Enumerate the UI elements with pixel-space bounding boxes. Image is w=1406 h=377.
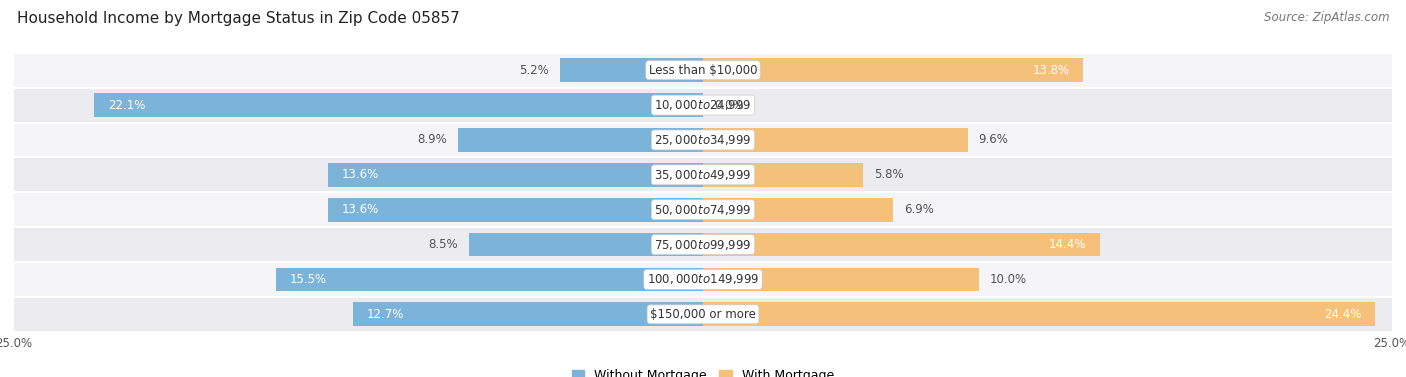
Text: 0.0%: 0.0%: [714, 99, 744, 112]
Text: $75,000 to $99,999: $75,000 to $99,999: [654, 238, 752, 251]
Text: 6.9%: 6.9%: [904, 203, 934, 216]
Text: 5.2%: 5.2%: [519, 64, 548, 77]
Text: 13.6%: 13.6%: [342, 169, 380, 181]
Bar: [14, 88, 1392, 123]
Bar: [458, 128, 703, 152]
Bar: [703, 58, 1083, 82]
Bar: [328, 163, 703, 187]
Text: 13.8%: 13.8%: [1032, 64, 1070, 77]
Bar: [14, 262, 1392, 297]
Text: $35,000 to $49,999: $35,000 to $49,999: [654, 168, 752, 182]
Bar: [353, 302, 703, 326]
Text: 5.8%: 5.8%: [875, 169, 904, 181]
Bar: [328, 198, 703, 222]
Bar: [276, 268, 703, 291]
Text: Less than $10,000: Less than $10,000: [648, 64, 758, 77]
Text: $100,000 to $149,999: $100,000 to $149,999: [647, 273, 759, 287]
Text: 8.5%: 8.5%: [427, 238, 458, 251]
Bar: [703, 128, 967, 152]
Bar: [14, 227, 1392, 262]
Bar: [703, 233, 1099, 256]
Text: 8.9%: 8.9%: [418, 133, 447, 146]
Text: $10,000 to $24,999: $10,000 to $24,999: [654, 98, 752, 112]
Text: 22.1%: 22.1%: [108, 99, 145, 112]
Bar: [703, 302, 1375, 326]
Bar: [703, 268, 979, 291]
Bar: [14, 53, 1392, 88]
Text: 15.5%: 15.5%: [290, 273, 326, 286]
Bar: [14, 297, 1392, 332]
Text: 24.4%: 24.4%: [1324, 308, 1361, 321]
Text: 12.7%: 12.7%: [367, 308, 404, 321]
Bar: [14, 123, 1392, 158]
Bar: [94, 93, 703, 117]
Text: 14.4%: 14.4%: [1049, 238, 1085, 251]
Bar: [14, 192, 1392, 227]
Text: Household Income by Mortgage Status in Zip Code 05857: Household Income by Mortgage Status in Z…: [17, 11, 460, 26]
Bar: [560, 58, 703, 82]
Bar: [14, 158, 1392, 192]
Text: 13.6%: 13.6%: [342, 203, 380, 216]
Text: $50,000 to $74,999: $50,000 to $74,999: [654, 203, 752, 217]
Legend: Without Mortgage, With Mortgage: Without Mortgage, With Mortgage: [567, 364, 839, 377]
Text: 9.6%: 9.6%: [979, 133, 1008, 146]
Text: Source: ZipAtlas.com: Source: ZipAtlas.com: [1264, 11, 1389, 24]
Text: $25,000 to $34,999: $25,000 to $34,999: [654, 133, 752, 147]
Bar: [703, 198, 893, 222]
Bar: [468, 233, 703, 256]
Bar: [703, 163, 863, 187]
Text: $150,000 or more: $150,000 or more: [650, 308, 756, 321]
Text: 10.0%: 10.0%: [990, 273, 1026, 286]
